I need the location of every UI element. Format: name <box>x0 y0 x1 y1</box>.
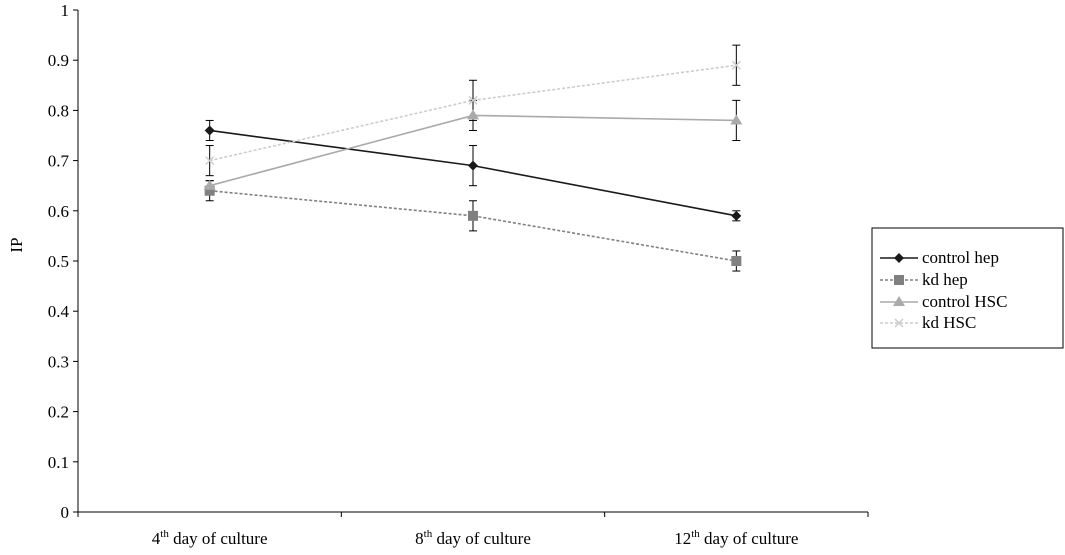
data-point <box>731 210 742 221</box>
y-tick-label: 0.9 <box>48 51 69 70</box>
legend-marker <box>894 318 904 328</box>
legend-label: kd hep <box>922 270 968 289</box>
y-tick-label: 0.6 <box>48 202 69 221</box>
y-axis-label: IP <box>7 237 26 252</box>
y-tick-label: 0.2 <box>48 403 69 422</box>
legend: control hep kd hep control HSC kd HSC <box>871 227 1064 349</box>
y-tick-label: 0 <box>61 503 70 522</box>
legend-marker <box>894 275 904 285</box>
x-tick-label: 8th day of culture <box>415 528 531 548</box>
y-tick-label: 0.5 <box>48 252 69 271</box>
data-point <box>468 95 478 105</box>
y-tick-label: 0.7 <box>48 152 70 171</box>
data-point <box>468 160 478 171</box>
data-point <box>468 210 478 221</box>
series-markers <box>203 60 743 266</box>
data-point <box>731 256 742 266</box>
legend-marker <box>893 296 905 306</box>
legend-label: control HSC <box>922 292 1007 311</box>
data-point <box>730 114 743 125</box>
data-point <box>204 125 215 136</box>
legend-label: control hep <box>922 248 999 267</box>
y-tick-label: 1 <box>61 1 70 20</box>
y-axis: 0 0.1 0.2 0.3 0.4 0.5 0.6 0.7 0.8 0.9 1 <box>48 1 79 522</box>
x-tick-label: 4th day of culture <box>152 528 268 548</box>
series-line <box>209 189 737 262</box>
y-tick-label: 0.8 <box>48 101 69 120</box>
legend-marker <box>894 253 904 263</box>
legend-label: kd HSC <box>922 313 976 332</box>
data-point <box>731 60 741 70</box>
x-axis: 4th day of culture 8th day of culture 12th… <box>77 511 869 548</box>
legend-box <box>871 227 1064 349</box>
data-point <box>467 109 479 120</box>
y-tick-label: 0.1 <box>48 453 69 472</box>
data-point <box>205 156 215 166</box>
data-point <box>204 185 215 196</box>
y-tick-label: 0.3 <box>48 352 69 371</box>
x-tick-label: 12th day of culture <box>674 528 798 548</box>
error-bars <box>205 44 741 272</box>
data-point <box>203 179 216 190</box>
y-tick-label: 0.4 <box>48 302 70 321</box>
